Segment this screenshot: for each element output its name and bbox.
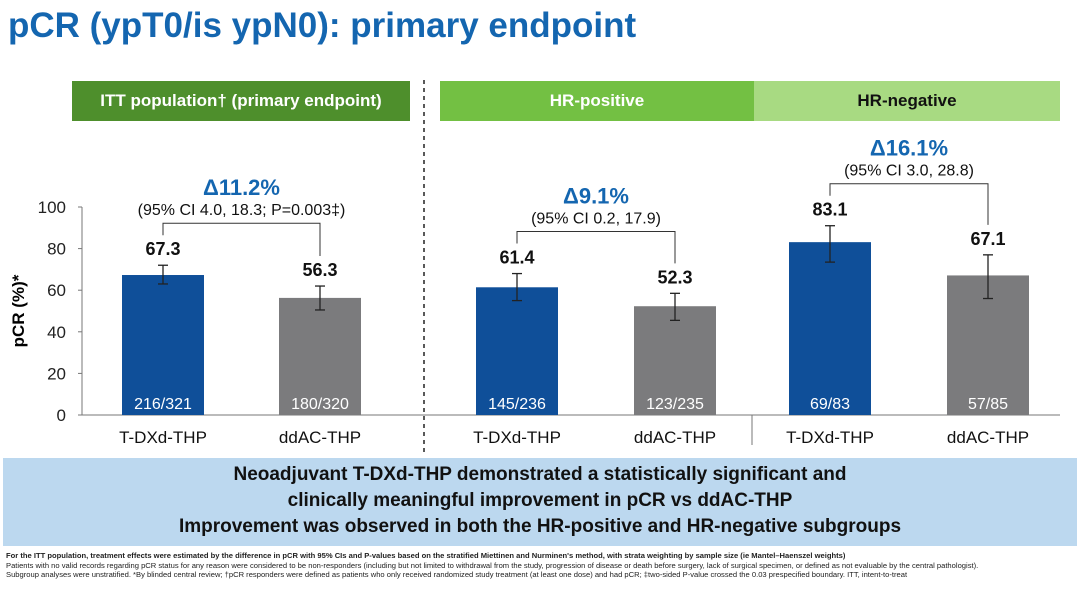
comparison-ci: (95% CI 3.0, 28.8) [844, 163, 974, 180]
x-tick-label: T-DXd-THP [119, 428, 207, 447]
header-hr-positive: HR-positive [440, 81, 754, 121]
conclusion-box: Neoadjuvant T-DXd-THP demonstrated a sta… [3, 458, 1077, 546]
y-tick-label: 60 [47, 281, 66, 300]
x-tick-label: ddAC-THP [279, 428, 361, 447]
bar [789, 242, 871, 415]
data-label: 52.3 [657, 267, 692, 287]
slide-title: pCR (ypT0/is ypN0): primary endpoint [8, 6, 637, 45]
data-label: 83.1 [812, 200, 847, 220]
comparison-delta: Δ9.1% [563, 184, 629, 209]
bar [122, 275, 204, 415]
data-label: 61.4 [499, 248, 534, 268]
comparison-bracket [829, 183, 989, 225]
pcr-bar-chart: 0 20 40 60 80 100 pCR (%)* 67.3 216/321 T-DXd-THP… [9, 80, 1060, 455]
comparison-delta: Δ16.1% [870, 136, 948, 161]
header-hr-negative: HR-negative [754, 81, 1060, 121]
n-label: 180/320 [291, 396, 349, 413]
header-itt: ITT population† (primary endpoint) [72, 81, 410, 121]
n-label: 216/321 [134, 396, 192, 413]
x-tick-label: T-DXd-THP [473, 428, 561, 447]
footnotes: For the ITT population, treatment effect… [6, 551, 978, 580]
bar [634, 306, 716, 415]
n-label: 123/235 [646, 396, 704, 413]
x-tick-label: ddAC-THP [947, 428, 1029, 447]
comparison-bracket [516, 231, 676, 264]
bar [279, 297, 361, 415]
data-label: 67.1 [970, 229, 1005, 249]
comparison-ci: (95% CI 0.2, 17.9) [531, 211, 661, 228]
data-label: 67.3 [145, 239, 180, 259]
bar [476, 287, 558, 415]
y-tick-label: 40 [47, 323, 66, 342]
comparison-delta: Δ11.2% [203, 175, 280, 200]
data-label: 56.3 [302, 260, 337, 280]
footnote: For the ITT population, treatment effect… [6, 551, 846, 560]
n-label: 69/83 [810, 396, 850, 413]
comparison-bracket [162, 222, 321, 257]
y-tick-label: 0 [57, 406, 66, 425]
y-axis-label: pCR (%)* [9, 274, 28, 347]
x-tick-label: T-DXd-THP [786, 428, 874, 447]
conclusion-line: Neoadjuvant T-DXd-THP demonstrated a sta… [233, 464, 847, 485]
conclusion-line: Improvement was observed in both the HR-… [178, 516, 902, 537]
n-label: 145/236 [488, 396, 546, 413]
conclusion-line: clinically meaningful improvement in pCR… [287, 490, 793, 511]
comparison-ci: (95% CI 4.0, 18.3; P=0.003‡) [138, 202, 346, 219]
y-tick-label: 100 [38, 198, 66, 217]
footnote: Subgroup analyses were unstratified. *By… [6, 570, 908, 579]
y-tick-label: 20 [47, 364, 66, 383]
n-label: 57/85 [968, 396, 1008, 413]
x-tick-label: ddAC-THP [634, 428, 716, 447]
y-tick-label: 80 [47, 240, 66, 259]
footnote: Patients with no valid records regarding… [6, 560, 979, 570]
